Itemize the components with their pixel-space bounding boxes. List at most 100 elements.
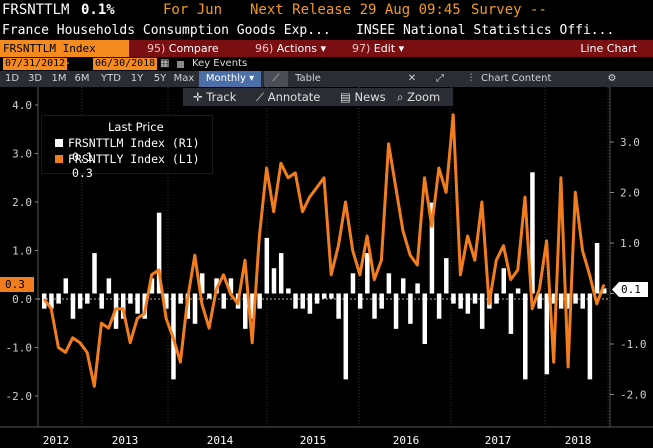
start-date-field[interactable]: 07/31/2012 — [3, 58, 68, 70]
table-button[interactable]: Table — [295, 73, 321, 84]
period-max[interactable]: Max — [173, 73, 195, 84]
bar — [594, 243, 600, 294]
chart-legend[interactable]: Last Price FRSNTTLM Index (R1) 0.1 FRSNT… — [41, 115, 213, 180]
chart-content-button[interactable]: Chart Content — [481, 73, 552, 84]
pencil-icon: ⟋ — [256, 90, 265, 104]
bar — [544, 293, 550, 375]
edit-num: 97) — [352, 42, 371, 55]
period-toolbar: 1D 3D 1M 6M YTD 1Y 5Y Max Monthly ▾ ⟋ Ta… — [0, 71, 653, 87]
ticker-input[interactable]: FRSNTTLM Index — [0, 40, 129, 57]
period-1m[interactable]: 1M — [51, 73, 67, 84]
bar — [479, 293, 485, 329]
frequency-dropdown[interactable]: Monthly ▾ — [199, 71, 261, 87]
left-last-value-marker: 0.3 — [0, 277, 34, 292]
legend-item-value: 0.3 — [72, 166, 93, 180]
bar — [56, 293, 61, 304]
right-tick-label: 3.0 — [620, 136, 640, 149]
security-header: FRSNTTLM 0.1% For Jun Next Release 29 Au… — [0, 0, 653, 21]
collapse-icon[interactable]: ✕ — [407, 73, 417, 84]
bar — [264, 237, 270, 294]
news-tool[interactable]: ▤ News — [340, 88, 386, 106]
right-tick-label: -2.0 — [620, 389, 647, 402]
bar — [293, 293, 298, 309]
bar — [85, 293, 90, 304]
bar — [278, 253, 284, 294]
news-label: News — [354, 90, 386, 104]
bar — [515, 288, 521, 294]
bar — [221, 293, 226, 309]
x-tick-label: 2016 — [393, 434, 420, 447]
bar — [149, 278, 155, 294]
left-tick-label: 0.0 — [12, 293, 32, 306]
bar — [602, 288, 607, 294]
bar — [508, 293, 514, 334]
source-label: INSEE National Statistics Offi... — [356, 23, 615, 38]
date-range-bar: 07/31/2012 - 06/30/2018 ▦ Key Events — [0, 57, 653, 71]
end-date-field[interactable]: 06/30/2018 — [93, 58, 158, 70]
track-label: Track — [206, 90, 237, 104]
expand-icon[interactable]: ⤢ — [436, 73, 444, 84]
bar — [429, 202, 435, 294]
date-separator: - — [66, 58, 70, 69]
description-row: France Households Consumption Goods Exp.… — [0, 21, 653, 40]
period-1d[interactable]: 1D — [4, 73, 20, 84]
legend-title: Last Price — [108, 120, 164, 134]
zoom-tool[interactable]: ⌕ Zoom — [397, 88, 440, 106]
crosshair-icon: ✛ — [193, 90, 203, 104]
bar — [63, 278, 69, 294]
survey-label: Survey -- — [471, 2, 547, 18]
settings-gear-icon[interactable]: ⚙ — [607, 73, 617, 84]
edit-dropdown-icon: ▾ — [398, 42, 405, 55]
bar — [92, 253, 97, 294]
legend-item-value: 0.1 — [72, 150, 93, 164]
security-description: France Households Consumption Goods Exp.… — [2, 23, 331, 38]
line-series — [42, 113, 606, 388]
annotate-tool[interactable]: ⟋ Annotate — [256, 88, 320, 106]
bar — [271, 268, 277, 294]
period-3d[interactable]: 3D — [27, 73, 43, 84]
left-tick-label: 4.0 — [12, 99, 32, 112]
x-axis: 2012 2013 2014 2015 2016 2017 2018 — [43, 434, 592, 447]
compare-menu[interactable]: 95) Compare — [147, 40, 219, 57]
period-1y[interactable]: 1Y — [130, 73, 144, 84]
bar — [192, 293, 198, 324]
bar — [365, 253, 370, 294]
period-5y[interactable]: 5Y — [153, 73, 167, 84]
calendar-icon[interactable]: ▦ — [160, 58, 170, 69]
left-tick-label: 2.0 — [12, 196, 32, 209]
right-last-value-marker: 0.1 — [612, 282, 648, 297]
x-tick-label: 2014 — [207, 434, 234, 447]
bar — [257, 293, 262, 309]
bar — [300, 293, 305, 309]
chart-type-title: Line Chart — [580, 42, 637, 55]
bar — [357, 293, 363, 309]
left-tick-label: -2.0 — [6, 390, 33, 403]
track-tool[interactable]: ✛ Track — [193, 88, 236, 106]
period-6m[interactable]: 6M — [74, 73, 90, 84]
key-events-checkbox[interactable] — [177, 61, 184, 68]
bar — [164, 293, 169, 309]
chart-grid — [0, 87, 653, 428]
bar — [386, 273, 392, 294]
bar — [286, 288, 291, 294]
x-tick-label: 2015 — [300, 434, 327, 447]
period-ytd[interactable]: YTD — [101, 73, 121, 84]
news-icon: ▤ — [340, 90, 351, 104]
bar — [128, 293, 133, 304]
actions-num: 96) — [255, 42, 274, 55]
chart-area[interactable]: 4.0 3.0 2.0 1.0 0.0 -1.0 -2.0 3.0 2.0 1.0 -1.0 -2.… — [0, 87, 653, 448]
bar — [580, 293, 585, 309]
right-tick-label: 1.0 — [620, 237, 640, 250]
bar — [135, 293, 140, 314]
legend-item-name: FRSNTTLY Index (L1) — [68, 152, 200, 166]
bar — [77, 293, 83, 309]
right-tick-label: 2.0 — [620, 187, 640, 200]
chart-style-icon[interactable]: ⟋ — [264, 71, 288, 87]
chart-content-icon[interactable]: ⫶ — [469, 73, 473, 84]
bar — [250, 293, 255, 319]
bar — [70, 293, 76, 319]
bar — [314, 293, 320, 304]
actions-menu[interactable]: 96) Actions ▾ — [255, 40, 326, 57]
next-release: Next Release 29 Aug 09:45 — [250, 2, 461, 18]
edit-menu[interactable]: 97) Edit ▾ — [352, 40, 404, 57]
